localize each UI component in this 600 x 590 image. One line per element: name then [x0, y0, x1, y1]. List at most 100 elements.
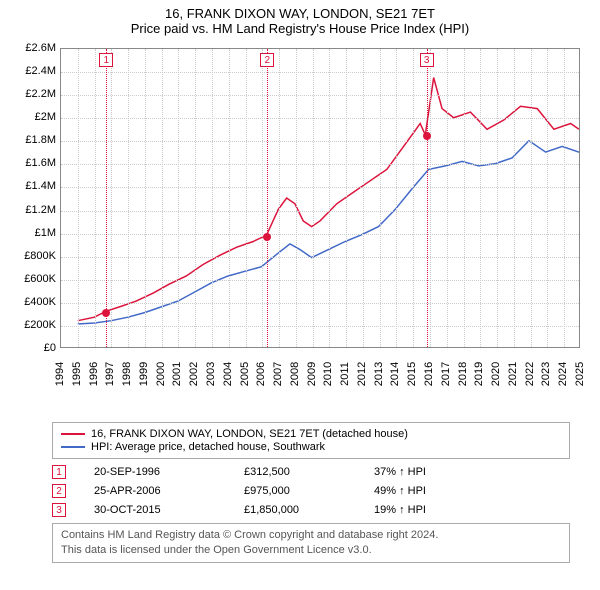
x-tick-label: 2007	[272, 362, 284, 386]
event-marker-box: 1	[99, 53, 113, 67]
x-tick-label: 2015	[406, 362, 418, 386]
legend-swatch	[61, 433, 85, 435]
gridline-v	[514, 49, 515, 347]
x-tick-label: 2023	[540, 362, 552, 386]
gridline-v	[162, 49, 163, 347]
gridline-h	[61, 187, 579, 188]
x-tick-label: 2011	[339, 362, 351, 386]
legend-label: HPI: Average price, detached house, Sout…	[91, 441, 325, 453]
y-tick-label: £1.4M	[0, 180, 56, 192]
x-tick-label: 2017	[440, 362, 452, 386]
gridline-h	[61, 95, 579, 96]
gridline-h	[61, 257, 579, 258]
gridline-h	[61, 326, 579, 327]
x-tick-label: 2021	[507, 362, 519, 386]
event-date: 25-APR-2006	[94, 485, 244, 497]
legend-item: HPI: Average price, detached house, Sout…	[61, 441, 561, 453]
event-pct: 19% ↑ HPI	[374, 504, 474, 516]
gridline-v	[531, 49, 532, 347]
y-tick-label: £2.6M	[0, 42, 56, 54]
x-tick-label: 1999	[138, 362, 150, 386]
y-tick-label: £400K	[0, 296, 56, 308]
gridline-v	[195, 49, 196, 347]
sale-marker	[423, 132, 431, 140]
event-vline	[427, 49, 428, 347]
chart-subtitle: Price paid vs. HM Land Registry's House …	[0, 21, 600, 36]
x-tick-label: 2001	[171, 362, 183, 386]
gridline-v	[430, 49, 431, 347]
gridline-v	[447, 49, 448, 347]
event-marker-box: 3	[420, 53, 434, 67]
gridline-v	[128, 49, 129, 347]
chart-title: 16, FRANK DIXON WAY, LONDON, SE21 7ET	[0, 6, 600, 21]
legend: 16, FRANK DIXON WAY, LONDON, SE21 7ET (d…	[52, 422, 570, 459]
y-tick-label: £2M	[0, 111, 56, 123]
x-tick-label: 2022	[524, 362, 536, 386]
gridline-v	[547, 49, 548, 347]
y-tick-label: £2.4M	[0, 65, 56, 77]
gridline-v	[564, 49, 565, 347]
event-price: £312,500	[244, 466, 374, 478]
x-tick-label: 2016	[423, 362, 435, 386]
event-vline	[267, 49, 268, 347]
x-tick-label: 2012	[356, 362, 368, 386]
y-tick-label: £1.8M	[0, 134, 56, 146]
gridline-h	[61, 303, 579, 304]
events-table: 1 20-SEP-1996£312,50037% ↑ HPI 225-APR-200…	[52, 465, 570, 517]
gridline-v	[363, 49, 364, 347]
x-tick-label: 1998	[121, 362, 133, 386]
plot-area: 1 2 3	[60, 48, 580, 348]
chart-container: 16, FRANK DIXON WAY, LONDON, SE21 7ET Pr…	[0, 0, 600, 563]
y-tick-label: £1M	[0, 227, 56, 239]
gridline-v	[296, 49, 297, 347]
event-date: 30-OCT-2015	[94, 504, 244, 516]
y-tick-label: £200K	[0, 319, 56, 331]
x-tick-label: 2014	[389, 362, 401, 386]
gridline-v	[380, 49, 381, 347]
footer-attribution: Contains HM Land Registry data © Crown c…	[52, 523, 570, 563]
event-pct: 37% ↑ HPI	[374, 466, 474, 478]
event-row: 225-APR-2006£975,00049% ↑ HPI	[52, 484, 570, 498]
x-tick-label: 2009	[306, 362, 318, 386]
gridline-v	[413, 49, 414, 347]
x-tick-label: 2000	[155, 362, 167, 386]
y-tick-label: £0	[0, 342, 56, 354]
x-tick-label: 2020	[490, 362, 502, 386]
gridline-h	[61, 280, 579, 281]
gridline-v	[178, 49, 179, 347]
legend-swatch	[61, 446, 85, 448]
gridline-h	[61, 164, 579, 165]
y-tick-label: £600K	[0, 273, 56, 285]
y-tick-label: £1.6M	[0, 157, 56, 169]
sale-marker	[102, 309, 110, 317]
event-pct: 49% ↑ HPI	[374, 485, 474, 497]
gridline-h	[61, 141, 579, 142]
event-row: 330-OCT-2015£1,850,00019% ↑ HPI	[52, 503, 570, 517]
event-marker-box: 2	[260, 53, 274, 67]
event-num-box: 1	[52, 465, 66, 479]
event-price: £1,850,000	[244, 504, 374, 516]
event-row: 1 20-SEP-1996£312,50037% ↑ HPI	[52, 465, 570, 479]
gridline-v	[212, 49, 213, 347]
x-tick-label: 2024	[557, 362, 569, 386]
x-tick-label: 2006	[255, 362, 267, 386]
x-tick-label: 2019	[473, 362, 485, 386]
x-tick-label: 2002	[188, 362, 200, 386]
legend-label: 16, FRANK DIXON WAY, LONDON, SE21 7ET (d…	[91, 428, 408, 440]
gridline-h	[61, 211, 579, 212]
x-tick-label: 2010	[322, 362, 334, 386]
x-tick-label: 2018	[457, 362, 469, 386]
gridline-h	[61, 118, 579, 119]
x-tick-label: 1995	[71, 362, 83, 386]
gridline-h	[61, 234, 579, 235]
x-tick-label: 1996	[88, 362, 100, 386]
gridline-v	[346, 49, 347, 347]
gridline-v	[95, 49, 96, 347]
x-tick-label: 2005	[239, 362, 251, 386]
x-tick-label: 2013	[373, 362, 385, 386]
y-tick-label: £1.2M	[0, 204, 56, 216]
gridline-v	[497, 49, 498, 347]
x-tick-label: 1994	[54, 362, 66, 386]
event-date: 20-SEP-1996	[94, 466, 244, 478]
header: 16, FRANK DIXON WAY, LONDON, SE21 7ET Pr…	[0, 0, 600, 38]
